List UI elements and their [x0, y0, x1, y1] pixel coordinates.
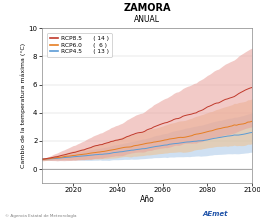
Text: ANUAL: ANUAL	[134, 15, 160, 24]
Text: AEmet: AEmet	[203, 211, 228, 217]
Text: © Agencia Estatal de Meteorología: © Agencia Estatal de Meteorología	[5, 214, 77, 218]
X-axis label: Año: Año	[140, 195, 154, 204]
Text: ZAMORA: ZAMORA	[123, 3, 171, 13]
Legend: RCP8.5      ( 14 ), RCP6.0      (  6 ), RCP4.5      ( 13 ): RCP8.5 ( 14 ), RCP6.0 ( 6 ), RCP4.5 ( 13…	[47, 33, 112, 57]
Y-axis label: Cambio de la temperatura máxima (°C): Cambio de la temperatura máxima (°C)	[20, 43, 26, 168]
